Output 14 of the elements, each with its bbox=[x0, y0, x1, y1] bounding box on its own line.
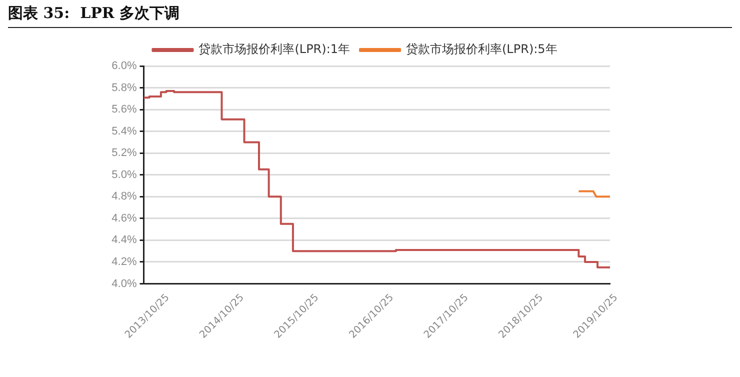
y-tick-label: 4.2% bbox=[112, 256, 137, 268]
y-tick-label: 4.4% bbox=[112, 234, 137, 246]
y-tick-label: 5.8% bbox=[112, 82, 137, 94]
legend-label: 贷款市场报价利率(LPR):1年 bbox=[198, 42, 350, 56]
y-tick-label: 5.6% bbox=[112, 104, 137, 116]
y-tick-label: 6.0% bbox=[112, 60, 137, 72]
y-tick-label: 4.0% bbox=[112, 278, 137, 290]
legend-label: 贷款市场报价利率(LPR):5年 bbox=[406, 42, 558, 56]
y-tick-label: 5.4% bbox=[112, 125, 137, 138]
y-tick-label: 4.6% bbox=[112, 212, 137, 224]
chart-title: 图表 35: LPR 多次下调 bbox=[8, 4, 732, 28]
y-tick-label: 5.0% bbox=[112, 168, 137, 181]
y-tick-label: 4.8% bbox=[112, 190, 137, 203]
y-tick-label: 5.2% bbox=[112, 147, 137, 160]
